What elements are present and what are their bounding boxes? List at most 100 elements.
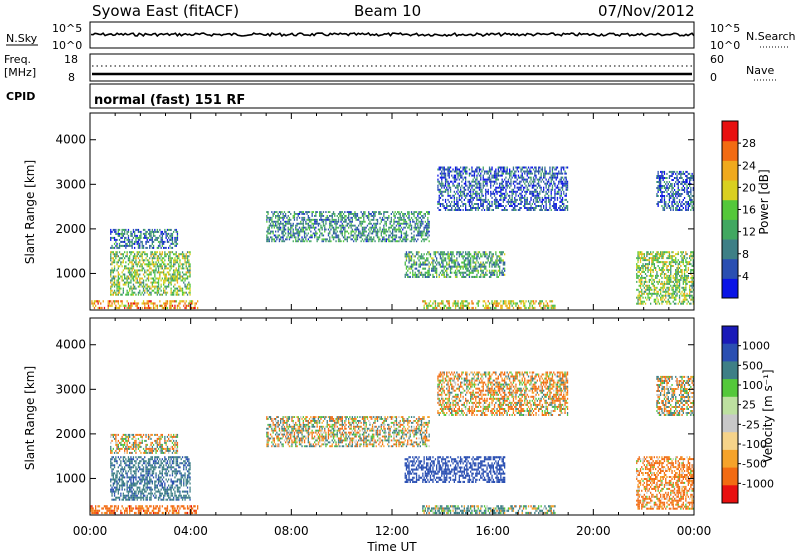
- echo-cell: [457, 193, 458, 195]
- echo-cell: [145, 235, 146, 237]
- echo-cell: [304, 233, 305, 235]
- echo-cell: [541, 205, 542, 207]
- echo-cell: [481, 270, 482, 272]
- echo-cell: [181, 280, 182, 282]
- echo-cell: [312, 227, 313, 229]
- echo-cell: [532, 307, 533, 309]
- echo-cell: [564, 177, 565, 179]
- echo-cell: [489, 272, 490, 274]
- echo-cell: [184, 259, 185, 261]
- echo-cell: [468, 274, 469, 276]
- echo-cell: [147, 259, 148, 261]
- echo-cell: [649, 269, 650, 271]
- echo-cell: [480, 173, 481, 175]
- echo-cell: [162, 305, 163, 307]
- echo-cell: [513, 175, 514, 177]
- echo-cell: [377, 229, 378, 231]
- echo-cell: [486, 253, 487, 255]
- echo-cell: [649, 299, 650, 301]
- echo-cell: [188, 282, 189, 284]
- echo-cell: [441, 302, 442, 304]
- echo-cell: [289, 229, 290, 231]
- echo-cell: [525, 179, 526, 181]
- echo-cell: [659, 255, 660, 257]
- echo-cell: [128, 271, 129, 273]
- echo-cell: [456, 179, 457, 181]
- echo-cell: [650, 275, 651, 277]
- echo-cell: [554, 185, 555, 187]
- echo-cell: [553, 201, 554, 203]
- echo-cell: [637, 267, 638, 269]
- echo-cell: [450, 307, 451, 309]
- echo-cell: [403, 238, 404, 240]
- echo-cell: [456, 274, 457, 276]
- echo-cell: [150, 307, 151, 309]
- echo-cell: [377, 219, 378, 221]
- echo-cell: [286, 238, 287, 240]
- echo-cell: [408, 257, 409, 259]
- echo-cell: [446, 187, 447, 189]
- echo-cell: [645, 267, 646, 269]
- echo-cell: [187, 288, 188, 290]
- echo-cell: [479, 257, 480, 259]
- echo-cell: [427, 223, 428, 225]
- echo-cell: [678, 265, 679, 267]
- echo-cell: [649, 259, 650, 261]
- echo-cell: [281, 223, 282, 225]
- echo-cell: [457, 183, 458, 185]
- echo-cell: [547, 197, 548, 199]
- echo-cell: [278, 227, 279, 229]
- echo-cell: [388, 217, 389, 219]
- echo-cell: [158, 241, 159, 243]
- echo-cell: [137, 274, 138, 276]
- echo-cell: [357, 235, 358, 237]
- echo-cell: [279, 227, 280, 229]
- echo-cell: [656, 295, 657, 297]
- echo-cell: [656, 293, 657, 295]
- echo-cell: [424, 253, 425, 255]
- echo-cell: [514, 209, 515, 211]
- echo-cell: [176, 241, 177, 243]
- echo-cell: [189, 274, 190, 276]
- echo-cell: [476, 177, 477, 179]
- echo-cell: [552, 169, 553, 171]
- echo-cell: [440, 193, 441, 195]
- echo-cell: [470, 197, 471, 199]
- echo-cell: [435, 270, 436, 272]
- echo-cell: [659, 269, 660, 271]
- echo-cell: [661, 273, 662, 275]
- echo-cell: [478, 305, 479, 307]
- echo-cell: [176, 269, 177, 271]
- echo-cell: [451, 257, 452, 259]
- echo-cell: [659, 261, 660, 263]
- echo-cell: [483, 253, 484, 255]
- echo-cell: [169, 235, 170, 237]
- echo-cell: [436, 268, 437, 270]
- echo-cell: [538, 173, 539, 175]
- echo-cell: [166, 253, 167, 255]
- echo-cell: [480, 270, 481, 272]
- echo-cell: [187, 278, 188, 280]
- echo-cell: [161, 271, 162, 273]
- echo-cell: [340, 229, 341, 231]
- echo-cell: [646, 255, 647, 257]
- echo-cell: [471, 203, 472, 205]
- echo-cell: [425, 272, 426, 274]
- echo-cell: [405, 253, 406, 255]
- echo-cell: [372, 240, 373, 242]
- echo-cell: [561, 169, 562, 171]
- echo-cell: [364, 235, 365, 237]
- echo-cell: [169, 253, 170, 255]
- echo-cell: [544, 201, 545, 203]
- echo-cell: [473, 189, 474, 191]
- echo-cell: [361, 225, 362, 227]
- echo-cell: [528, 185, 529, 187]
- echo-cell: [640, 251, 641, 253]
- echo-cell: [500, 251, 501, 253]
- echo-cell: [372, 227, 373, 229]
- echo-cell: [347, 231, 348, 233]
- echo-cell: [422, 268, 423, 270]
- echo-cell: [480, 199, 481, 201]
- echo-cell: [150, 239, 151, 241]
- echo-cell: [469, 253, 470, 255]
